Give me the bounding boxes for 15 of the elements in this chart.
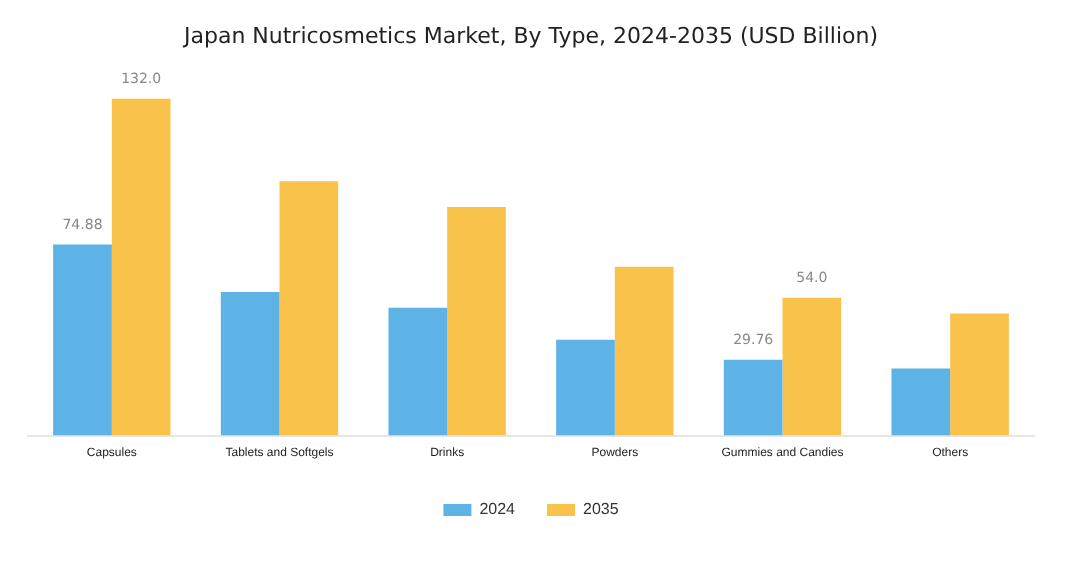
- legend-label: 2035: [583, 500, 620, 519]
- bar: [111, 98, 171, 436]
- bar: [614, 266, 674, 436]
- bar: [782, 297, 842, 436]
- bar: [388, 307, 448, 436]
- bar: [556, 339, 615, 436]
- bar: [53, 244, 112, 436]
- bar: [220, 291, 280, 436]
- bar: [723, 359, 783, 436]
- bar: [447, 206, 506, 436]
- bar: [950, 313, 1009, 436]
- bar: [891, 368, 951, 436]
- legend-label: 2024: [479, 500, 517, 519]
- chart-title: Japan Nutricosmetics Market, By Type, 2024-2035 (USD Billion): [181, 22, 879, 49]
- bar: [279, 181, 339, 436]
